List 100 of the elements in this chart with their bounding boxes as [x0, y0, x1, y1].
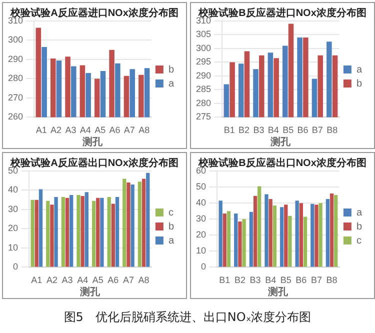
x-tick-label: A5: [92, 275, 104, 286]
x-tick-label: B8: [326, 125, 338, 136]
legend-label: b: [356, 78, 362, 90]
x-tick-label: A1: [36, 125, 47, 136]
bar: [258, 186, 262, 267]
bar: [253, 196, 258, 267]
x-tick-label: A6: [108, 275, 119, 286]
x-tick-label: B1: [224, 125, 235, 136]
y-tick-label: 295: [196, 56, 212, 67]
x-tick-label: B3: [250, 275, 261, 286]
bar: [54, 196, 58, 267]
x-tick-label: A7: [122, 275, 134, 286]
bar: [122, 178, 126, 267]
x-tick-label: A3: [62, 275, 73, 286]
bar: [272, 205, 276, 267]
x-axis-title: 测孔: [79, 286, 102, 298]
y-tick-label: 50: [196, 182, 206, 192]
bar: [138, 182, 142, 267]
y-tick-label: 40: [196, 198, 206, 208]
y-tick-label: 30: [196, 214, 206, 224]
x-tick-label: A1: [31, 275, 42, 286]
x-tick-label: A2: [46, 275, 58, 286]
x-tick-label: B7: [312, 125, 323, 136]
bar: [218, 200, 222, 267]
x-tick-label: B4: [268, 125, 279, 136]
legend-label: c: [168, 207, 174, 218]
x-tick-label: B3: [253, 125, 264, 136]
y-tick-label: 20: [196, 230, 206, 240]
x-tick-label: A4: [80, 125, 91, 136]
caption: 图5 优化后脱硝系统进、出口NOₓ浓度分布图: [62, 309, 312, 326]
y-tick-label: 285: [196, 84, 212, 94]
x-tick-label: A4: [77, 275, 88, 286]
chart-title: 校验试验A反应器进口NOx浓度分布图: [10, 6, 178, 19]
y-tick-label: 270: [8, 92, 24, 102]
y-tick-label: 30: [8, 204, 18, 214]
bar: [70, 195, 74, 267]
x-tick-label: A8: [138, 275, 150, 286]
chart-title: 校验试验B反应器进口NOx浓度分布图: [198, 6, 366, 19]
y-tick-label: 300: [8, 34, 24, 45]
x-tick-label: A5: [94, 125, 106, 136]
y-tick-label: 290: [8, 54, 24, 64]
x-tick-label: B2: [234, 275, 246, 286]
bar: [288, 216, 292, 267]
y-tick-label: 0: [12, 262, 18, 272]
y-tick-label: 10: [196, 246, 206, 256]
bar: [130, 184, 134, 267]
y-tick-label: 280: [8, 73, 24, 84]
x-axis-title: 测孔: [82, 136, 104, 148]
y-tick-label: 40: [8, 184, 18, 195]
legend-label: a: [356, 207, 362, 218]
y-tick-label: 300: [196, 42, 212, 53]
bar: [280, 207, 284, 267]
bar: [126, 182, 130, 267]
bar: [107, 196, 111, 267]
y-tick-label: 290: [196, 70, 212, 80]
bar: [115, 196, 120, 267]
x-tick-label: B5: [282, 125, 294, 136]
y-tick-label: 280: [196, 98, 212, 108]
bar: [268, 199, 272, 267]
bar: [226, 211, 231, 267]
y-tick-label: 20: [8, 223, 18, 234]
x-tick-label: B5: [280, 275, 292, 286]
x-tick-label: B2: [238, 125, 250, 136]
legend-label: a: [168, 78, 174, 90]
x-axis-title: 测孔: [267, 286, 290, 298]
bar: [234, 213, 238, 267]
bar: [314, 204, 318, 267]
bar: [303, 216, 308, 267]
bar: [330, 193, 334, 267]
x-tick-label: B7: [310, 275, 322, 286]
y-tick-label: 260: [8, 112, 24, 122]
bar: [111, 204, 116, 267]
x-tick-label: B1: [219, 275, 230, 286]
legend-label: b: [356, 221, 362, 232]
bar: [96, 198, 100, 267]
y-tick-label: 0: [200, 262, 206, 272]
bar: [80, 196, 84, 267]
x-tick-label: A7: [124, 125, 135, 136]
y-tick-label: 275: [196, 112, 212, 122]
legend-label: a: [356, 64, 362, 76]
bar: [46, 200, 50, 267]
x-tick-label: A3: [65, 125, 76, 136]
bar: [76, 195, 80, 267]
legend-label: c: [356, 235, 362, 246]
bar: [92, 200, 96, 267]
bar: [222, 213, 226, 267]
bar: [61, 196, 66, 267]
bar: [310, 204, 314, 267]
x-tick-label: B4: [265, 275, 276, 286]
bar: [264, 194, 268, 267]
legend-label: a: [168, 235, 174, 246]
bar: [249, 212, 254, 267]
bar: [326, 199, 330, 267]
bar: [295, 200, 299, 267]
bar: [334, 195, 338, 267]
bar: [284, 204, 288, 267]
bar: [84, 192, 88, 267]
bar: [318, 203, 322, 267]
x-tick-label: A2: [50, 125, 62, 136]
bar: [238, 222, 242, 267]
